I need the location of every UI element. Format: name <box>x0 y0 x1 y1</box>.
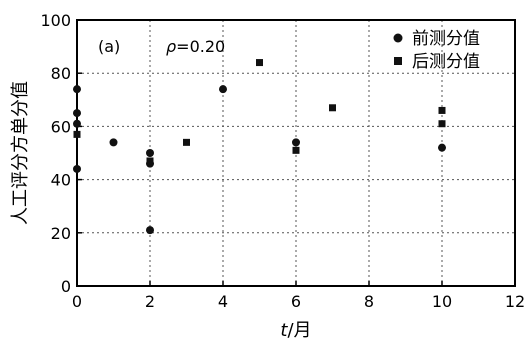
x-axis-title: t/月 <box>280 320 311 341</box>
y-tick-label-2: 40 <box>51 171 71 190</box>
series-1 <box>73 59 446 165</box>
x-tick-label-0: 0 <box>72 292 82 311</box>
data-point-s0-0 <box>73 85 81 94</box>
y-tick-label-3: 60 <box>51 117 71 136</box>
y-axis-title: 人工评分方单分值 <box>10 81 31 225</box>
series-0 <box>73 85 446 235</box>
legend-marker-1 <box>394 57 402 65</box>
data-point-s0-1 <box>73 109 81 118</box>
data-point-s1-5 <box>329 104 336 112</box>
data-point-s1-7 <box>438 120 446 128</box>
data-point-s0-2 <box>73 119 81 128</box>
data-point-s0-8 <box>219 85 227 94</box>
data-point-s0-5 <box>146 149 154 157</box>
x-tick-label-4: 8 <box>364 292 374 311</box>
y-tick-label-0: 0 <box>61 277 71 296</box>
y-axis-ticks: 0 20 40 60 80 100 <box>40 11 82 296</box>
legend-label-1: 后测分值 <box>412 52 480 72</box>
rho-annotation: ρ=0.20 <box>166 37 225 56</box>
x-tick-label-3: 6 <box>291 292 301 311</box>
data-point-s0-7 <box>146 226 154 235</box>
rho-value: =0.20 <box>176 37 225 56</box>
legend-label-0: 前测分值 <box>412 29 480 49</box>
data-point-s1-4 <box>292 146 300 154</box>
data-point-s1-0 <box>73 130 81 138</box>
y-tick-label-1: 20 <box>51 224 71 243</box>
data-points <box>73 59 446 235</box>
data-point-s0-4 <box>109 138 118 147</box>
data-point-s0-10 <box>438 143 446 152</box>
x-axis-unit: /月 <box>287 320 311 341</box>
x-tick-label-2: 4 <box>218 292 228 311</box>
data-point-s0-9 <box>292 138 300 147</box>
data-point-s1-3 <box>256 59 263 67</box>
x-tick-label-1: 2 <box>145 292 155 311</box>
data-point-s1-2 <box>183 138 190 146</box>
x-tick-label-5: 10 <box>432 292 452 311</box>
x-tick-label-6: 12 <box>505 292 524 311</box>
rho-symbol: ρ <box>166 37 176 56</box>
legend-marker-0 <box>393 33 403 43</box>
y-tick-label-5: 100 <box>40 11 71 30</box>
data-point-s0-3 <box>73 164 81 173</box>
data-point-s1-1 <box>146 157 154 165</box>
panel-label: (a) <box>98 37 120 56</box>
x-axis-ticks: 0 2 4 6 8 10 12 <box>72 281 524 311</box>
x-axis-variable: t <box>280 320 288 341</box>
y-tick-label-4: 80 <box>51 64 71 83</box>
data-point-s1-6 <box>438 106 446 114</box>
